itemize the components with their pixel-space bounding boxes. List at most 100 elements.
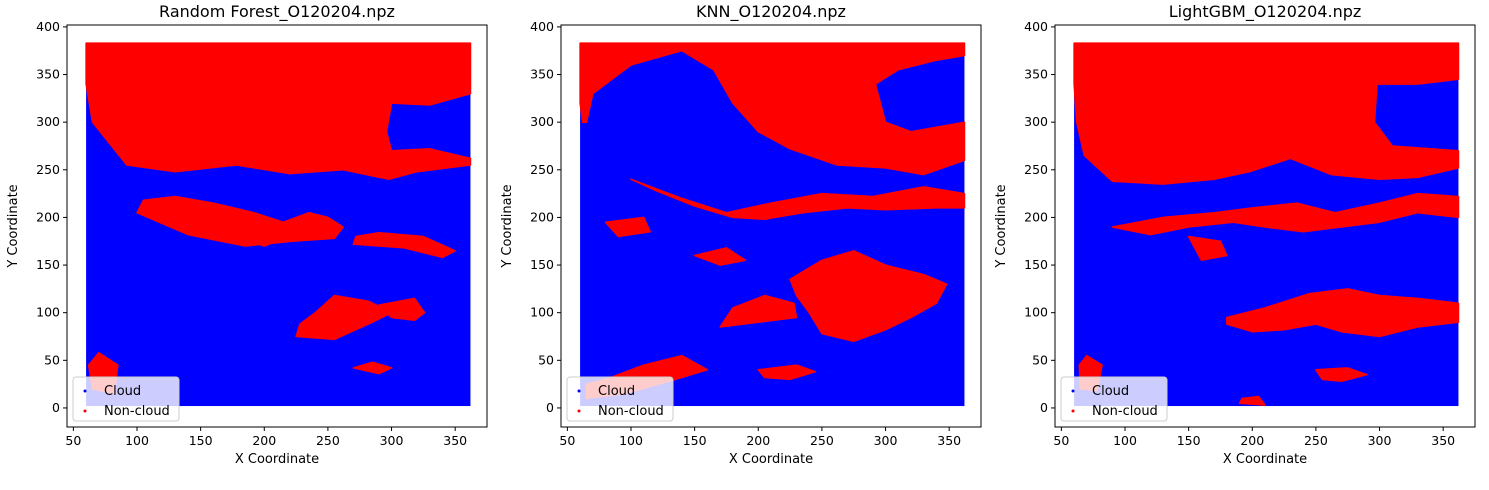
chart-panel-1: 50 100 150 200 250 300 350 0 50 100 150 200 250 300 35… bbox=[6, 2, 488, 467]
non-cloud-region bbox=[295, 294, 393, 341]
non-cloud-region bbox=[85, 42, 472, 181]
non-cloud-region bbox=[136, 195, 344, 247]
y-tick-label: 250 bbox=[530, 162, 554, 177]
plot-area bbox=[579, 42, 966, 407]
x-tick-label: 350 bbox=[1431, 433, 1455, 448]
chart-panel-2: 50 100 150 200 250 300 350 0 50 100 150 200 250 300 35… bbox=[500, 2, 982, 467]
y-tick-label: 100 bbox=[36, 305, 60, 320]
legend: Cloud Non-cloud bbox=[566, 376, 674, 422]
non-cloud-region bbox=[630, 178, 966, 221]
legend-label: Cloud bbox=[104, 384, 141, 399]
legend-label: Cloud bbox=[598, 384, 635, 399]
y-tick-label: 400 bbox=[1024, 19, 1048, 34]
x-tick-label: 250 bbox=[316, 433, 340, 448]
x-tick-label: 100 bbox=[1113, 433, 1137, 448]
y-tick-label: 50 bbox=[538, 352, 554, 367]
non-cloud-region bbox=[1238, 395, 1266, 406]
y-tick-label: 350 bbox=[530, 67, 554, 82]
non-cloud-region bbox=[693, 247, 747, 266]
x-axis-label: X Coordinate bbox=[729, 452, 813, 467]
legend-box bbox=[72, 376, 180, 422]
non-cloud-region bbox=[789, 250, 948, 343]
legend-marker bbox=[577, 389, 581, 393]
non-cloud-region bbox=[1226, 288, 1460, 338]
y-tick-label: 250 bbox=[36, 162, 60, 177]
plot-area bbox=[1073, 42, 1460, 407]
chart-title: Random Forest_O120204.npz bbox=[159, 2, 395, 22]
chart-panel-3: 50 100 150 200 250 300 350 0 50 100 150 200 250 300 35… bbox=[994, 2, 1476, 467]
y-tick-label: 50 bbox=[44, 352, 60, 367]
y-tick-label: 400 bbox=[530, 19, 554, 34]
x-tick-label: 300 bbox=[380, 433, 404, 448]
x-tick-label: 100 bbox=[125, 433, 149, 448]
non-cloud-region bbox=[1073, 42, 1460, 185]
x-tick-label: 300 bbox=[1368, 433, 1392, 448]
y-tick-label: 350 bbox=[1024, 67, 1048, 82]
y-tick-label: 50 bbox=[1032, 352, 1048, 367]
x-tick-label: 150 bbox=[189, 433, 213, 448]
axes-frame bbox=[560, 24, 982, 428]
legend: Cloud Non-cloud bbox=[1060, 376, 1168, 422]
non-cloud-region bbox=[378, 297, 426, 322]
legend-label: Cloud bbox=[1092, 384, 1129, 399]
y-tick-label: 300 bbox=[530, 114, 554, 129]
y-tick-label: 200 bbox=[36, 209, 60, 224]
x-tick-label: 350 bbox=[937, 433, 961, 448]
legend-marker bbox=[1071, 409, 1075, 413]
y-tick-label: 0 bbox=[52, 400, 60, 415]
x-tick-label: 200 bbox=[746, 433, 770, 448]
non-cloud-region bbox=[352, 361, 393, 375]
legend-box bbox=[1060, 376, 1168, 422]
legend-box bbox=[566, 376, 674, 422]
chart-title: KNN_O120204.npz bbox=[696, 2, 846, 22]
y-tick-label: 100 bbox=[1024, 305, 1048, 320]
non-cloud-region bbox=[757, 364, 817, 381]
y-tick-label: 350 bbox=[36, 67, 60, 82]
legend-marker bbox=[83, 389, 87, 393]
non-cloud-region bbox=[1315, 367, 1368, 383]
x-tick-label: 300 bbox=[874, 433, 898, 448]
x-axis-label: X Coordinate bbox=[1223, 452, 1307, 467]
legend-marker bbox=[83, 409, 87, 413]
legend-label: Non-cloud bbox=[1092, 404, 1158, 419]
y-tick-label: 150 bbox=[1024, 257, 1048, 272]
y-tick-label: 0 bbox=[1040, 400, 1048, 415]
y-axis-label: Y Coordinate bbox=[6, 184, 21, 268]
x-tick-label: 50 bbox=[1053, 433, 1069, 448]
x-tick-label: 200 bbox=[1240, 433, 1264, 448]
non-cloud-region bbox=[1111, 192, 1460, 236]
x-tick-label: 150 bbox=[1177, 433, 1201, 448]
legend-label: Non-cloud bbox=[598, 404, 664, 419]
y-tick-label: 150 bbox=[36, 257, 60, 272]
x-tick-label: 250 bbox=[1304, 433, 1328, 448]
non-cloud-region bbox=[604, 216, 651, 238]
non-cloud-region bbox=[1187, 235, 1228, 262]
legend-marker bbox=[1071, 389, 1075, 393]
chart-title: LightGBM_O120204.npz bbox=[1169, 2, 1362, 22]
non-cloud-region bbox=[719, 294, 798, 328]
y-tick-label: 200 bbox=[1024, 209, 1048, 224]
x-tick-label: 150 bbox=[683, 433, 707, 448]
y-tick-label: 0 bbox=[546, 400, 554, 415]
x-tick-label: 100 bbox=[619, 433, 643, 448]
legend: Cloud Non-cloud bbox=[72, 376, 180, 422]
axes-frame bbox=[1054, 24, 1476, 428]
non-cloud-region bbox=[352, 231, 456, 259]
x-tick-label: 50 bbox=[559, 433, 575, 448]
x-tick-label: 250 bbox=[810, 433, 834, 448]
y-tick-label: 100 bbox=[530, 305, 554, 320]
axes-frame bbox=[66, 24, 488, 428]
x-tick-label: 50 bbox=[65, 433, 81, 448]
y-tick-label: 250 bbox=[1024, 162, 1048, 177]
legend-marker bbox=[577, 409, 581, 413]
y-tick-label: 200 bbox=[530, 209, 554, 224]
x-tick-label: 200 bbox=[252, 433, 276, 448]
legend-label: Non-cloud bbox=[104, 404, 170, 419]
y-axis-label: Y Coordinate bbox=[500, 184, 515, 268]
x-axis-label: X Coordinate bbox=[235, 452, 319, 467]
non-cloud-region bbox=[579, 42, 966, 176]
non-cloud-region bbox=[231, 230, 278, 247]
plot-area bbox=[85, 42, 472, 407]
y-tick-label: 150 bbox=[530, 257, 554, 272]
